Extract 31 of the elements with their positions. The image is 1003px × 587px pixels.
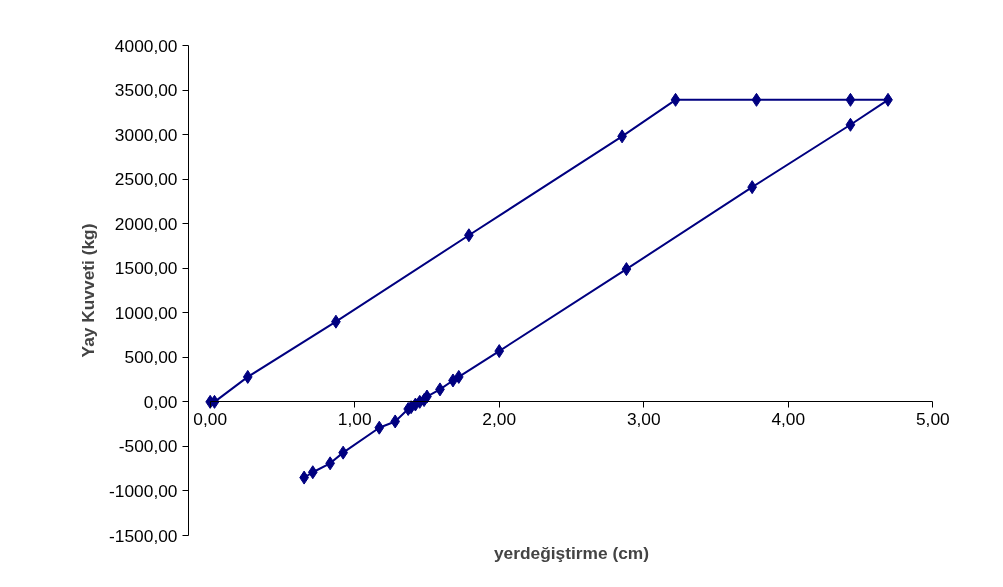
y-tick-label: 4000,00 xyxy=(114,35,178,56)
x-tick-label: 5,00 xyxy=(915,408,950,429)
y-tick-label: -1500,00 xyxy=(109,525,178,546)
y-tick-label: 0,00 xyxy=(143,391,178,412)
y-tick-label: 2000,00 xyxy=(114,213,178,234)
y-tick-label: -500,00 xyxy=(118,436,178,457)
point xyxy=(621,262,632,277)
point xyxy=(751,92,762,107)
y-tick-label: 3000,00 xyxy=(114,124,178,145)
y-tick-label: 500,00 xyxy=(124,347,178,368)
x-tick-label: 2,00 xyxy=(482,408,517,429)
x-axis-title: yerdeğiştirme (cm) xyxy=(493,542,650,563)
y-tick-label: 3500,00 xyxy=(114,80,178,101)
x-tick-label: 1,00 xyxy=(337,408,372,429)
y-axis-title: Yay Kuvveti (kg) xyxy=(78,223,99,358)
y-tick-label: 1500,00 xyxy=(114,258,178,279)
point xyxy=(453,369,464,384)
point xyxy=(670,92,681,107)
y-tick-label: 2500,00 xyxy=(114,169,178,190)
point xyxy=(374,420,385,435)
x-tick-label: 3,00 xyxy=(626,408,661,429)
point xyxy=(307,465,318,480)
point xyxy=(845,117,856,132)
point xyxy=(845,92,856,107)
point xyxy=(390,414,401,429)
y-tick-label: -1000,00 xyxy=(109,480,178,501)
y-tick-label: 1000,00 xyxy=(114,302,178,323)
x-tick-label: 4,00 xyxy=(771,408,806,429)
point xyxy=(494,344,505,359)
x-tick-label: 0,00 xyxy=(193,408,228,429)
point xyxy=(242,369,253,384)
